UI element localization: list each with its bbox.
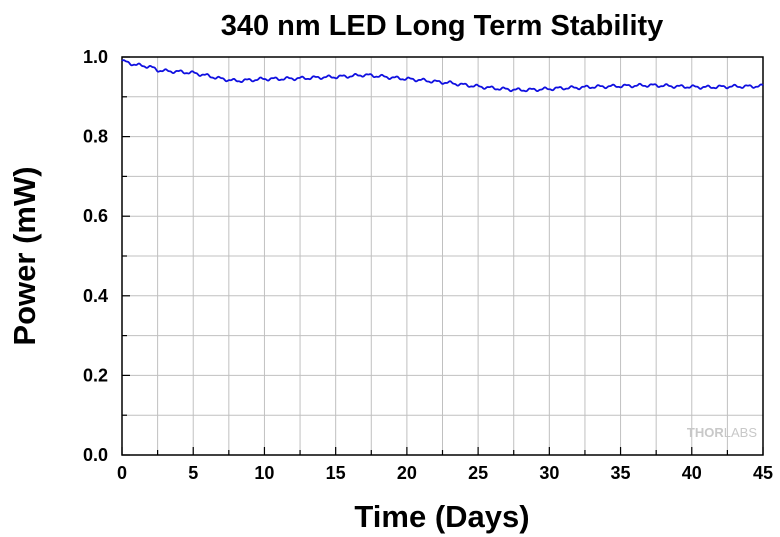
- axis-ticks: [121, 56, 764, 456]
- y-axis-tick-labels: 0.0 0.2 0.4 0.6 0.8 1.0: [83, 47, 108, 465]
- x-tick-label: 25: [468, 463, 488, 483]
- x-tick-label: 10: [254, 463, 274, 483]
- y-tick-label: 0.4: [83, 286, 108, 306]
- y-axis-label: Power (mW): [7, 166, 42, 345]
- watermark-thor: THOR: [687, 425, 724, 440]
- y-tick-label: 0.6: [83, 206, 108, 226]
- x-axis-tick-labels: 0 5 10 15 20 25 30 35 40 45: [117, 463, 773, 483]
- thorlabs-watermark: THORLABS: [687, 425, 757, 440]
- series-line-power: [121, 59, 764, 93]
- x-tick-label: 15: [326, 463, 346, 483]
- chart-title: 340 nm LED Long Term Stability: [221, 10, 664, 42]
- x-tick-label: 5: [188, 463, 198, 483]
- y-tick-label: 0.2: [83, 365, 108, 385]
- x-tick-label: 45: [753, 463, 773, 483]
- x-tick-label: 20: [397, 463, 417, 483]
- x-tick-label: 40: [682, 463, 702, 483]
- x-tick-label: 0: [117, 463, 127, 483]
- x-tick-label: 30: [539, 463, 559, 483]
- y-tick-label: 0.8: [83, 127, 108, 147]
- watermark-labs: LABS: [724, 425, 758, 440]
- grid-lines: [122, 57, 763, 455]
- y-tick-label: 1.0: [83, 47, 108, 67]
- y-tick-label: 0.0: [83, 445, 108, 465]
- x-axis-label: Time (Days): [354, 499, 529, 534]
- x-tick-label: 35: [611, 463, 631, 483]
